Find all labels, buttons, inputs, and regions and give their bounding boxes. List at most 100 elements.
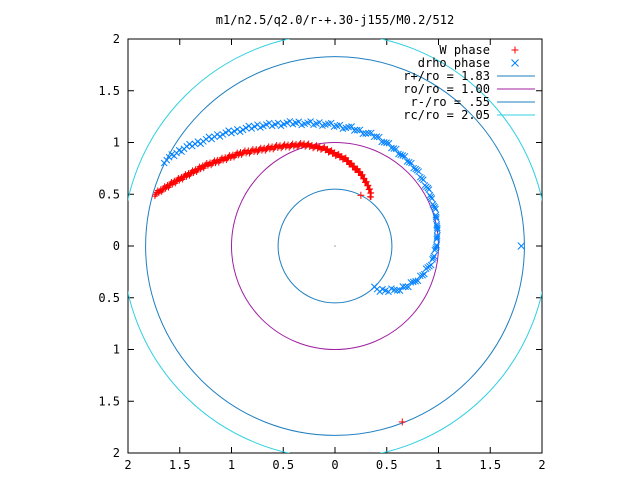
drho-phase-point bbox=[433, 224, 441, 232]
legend-entry-5: rc/ro = 2.05 bbox=[403, 108, 535, 122]
drho-phase-point bbox=[432, 213, 440, 221]
marker-stroke bbox=[430, 252, 438, 260]
drho-phase-point bbox=[351, 127, 358, 134]
marker-stroke bbox=[412, 277, 419, 285]
drho-phase-point bbox=[409, 278, 417, 286]
drho-phase-point bbox=[429, 256, 436, 263]
drho-phase-point bbox=[402, 283, 409, 291]
phase-markers bbox=[151, 117, 526, 426]
legend-entry-3: ro/ro = 1.00 bbox=[403, 82, 535, 96]
marker-stroke bbox=[434, 226, 441, 234]
marker-stroke bbox=[242, 124, 250, 132]
marker-stroke bbox=[511, 59, 519, 67]
marker-stroke bbox=[395, 150, 402, 158]
marker-stroke bbox=[432, 213, 440, 221]
drho-phase-point bbox=[248, 125, 256, 132]
drho-phase-point bbox=[348, 123, 355, 130]
marker-stroke bbox=[251, 123, 258, 130]
drho-phase-point bbox=[219, 131, 227, 138]
x-tick-label: 1.5 bbox=[169, 458, 191, 472]
marker-stroke bbox=[356, 126, 364, 134]
drho-phase-point bbox=[236, 128, 244, 136]
w-phase-point bbox=[351, 163, 358, 170]
drho-phase-point bbox=[228, 129, 235, 137]
w-phase-point bbox=[359, 171, 366, 178]
drho-phase-point bbox=[428, 195, 436, 202]
drho-phase-point bbox=[432, 205, 439, 213]
marker-stroke bbox=[428, 195, 436, 202]
drho-phase-point bbox=[422, 265, 430, 272]
marker-stroke bbox=[408, 159, 415, 167]
marker-stroke bbox=[365, 129, 372, 137]
y-tick-label: 0.5 bbox=[98, 291, 120, 305]
drho-phase-point bbox=[383, 139, 390, 147]
drho-phase-point bbox=[216, 133, 224, 140]
drho-phase-point bbox=[429, 254, 437, 262]
marker-stroke bbox=[399, 152, 407, 159]
drho-phase-point bbox=[242, 124, 250, 132]
x-tick-label: 2 bbox=[538, 458, 545, 472]
drho-phase-point bbox=[431, 204, 439, 211]
marker-stroke bbox=[416, 272, 424, 280]
drho-phase-point bbox=[393, 286, 401, 294]
y-tick-label: 2 bbox=[113, 32, 120, 46]
y-tick-label: 0.5 bbox=[98, 187, 120, 201]
marker-stroke bbox=[336, 121, 344, 129]
marker-stroke bbox=[385, 139, 393, 147]
marker-stroke bbox=[236, 128, 244, 136]
w-phase-point bbox=[398, 418, 406, 426]
marker-stroke bbox=[375, 133, 383, 141]
marker-stroke bbox=[373, 133, 381, 140]
marker-stroke bbox=[228, 129, 235, 137]
w-phase-point bbox=[341, 155, 348, 162]
marker-stroke bbox=[222, 129, 230, 136]
legend-entry-1: drho phase bbox=[418, 56, 519, 70]
marker-stroke bbox=[362, 130, 370, 137]
y-tick-labels: 2 1.5 1 0.5 0 0.5 1 1.5 2 bbox=[98, 32, 120, 460]
drho-phase-point bbox=[251, 123, 258, 130]
marker-stroke bbox=[370, 283, 378, 291]
x-tick-label: 0.5 bbox=[376, 458, 398, 472]
drho-phase-point bbox=[373, 133, 381, 140]
marker-stroke bbox=[370, 133, 378, 141]
marker-stroke bbox=[517, 242, 526, 250]
drho-phase-point bbox=[353, 126, 361, 134]
y-tick-label: 1 bbox=[113, 343, 120, 357]
x-tick-label: 0 bbox=[331, 458, 338, 472]
origin-dot bbox=[334, 245, 336, 247]
marker-stroke bbox=[429, 254, 437, 262]
w-phase-point bbox=[363, 178, 370, 185]
drho-phase-point bbox=[365, 129, 372, 137]
drho-phase-point bbox=[517, 242, 526, 250]
drho-phase-point bbox=[432, 245, 439, 252]
drho-phase-point bbox=[434, 226, 441, 234]
w-phase-point bbox=[357, 191, 365, 199]
marker-stroke bbox=[419, 176, 427, 184]
x-tick-labels: 2 1.5 1 0.5 0 0.5 1 1.5 2 bbox=[124, 458, 545, 472]
marker-stroke bbox=[248, 125, 256, 132]
origin-marker bbox=[334, 245, 336, 247]
drho-phase-point bbox=[403, 158, 411, 165]
marker-stroke bbox=[422, 265, 430, 272]
drho-phase-point bbox=[431, 246, 439, 254]
marker-stroke bbox=[432, 245, 439, 252]
legend-entry-0: W phase bbox=[439, 43, 519, 57]
x-tick-label: 1 bbox=[228, 458, 235, 472]
drho-phase-point bbox=[433, 215, 440, 222]
legend-marker bbox=[511, 59, 519, 67]
drho-phase-point bbox=[231, 127, 238, 135]
w-phase-point bbox=[354, 165, 361, 172]
legend-label: W phase bbox=[439, 43, 490, 57]
drho-phase-point bbox=[222, 129, 230, 136]
drho-phase-point bbox=[375, 133, 383, 141]
marker-stroke bbox=[351, 127, 358, 134]
x-tick-label: 1 bbox=[435, 458, 442, 472]
drho-phase-point bbox=[405, 283, 412, 291]
w-phase-point bbox=[345, 157, 352, 164]
drho-phase-point bbox=[432, 243, 440, 251]
marker-stroke bbox=[425, 186, 433, 193]
drho-phase-point bbox=[370, 283, 378, 291]
x-tick-label: 0.5 bbox=[272, 458, 294, 472]
